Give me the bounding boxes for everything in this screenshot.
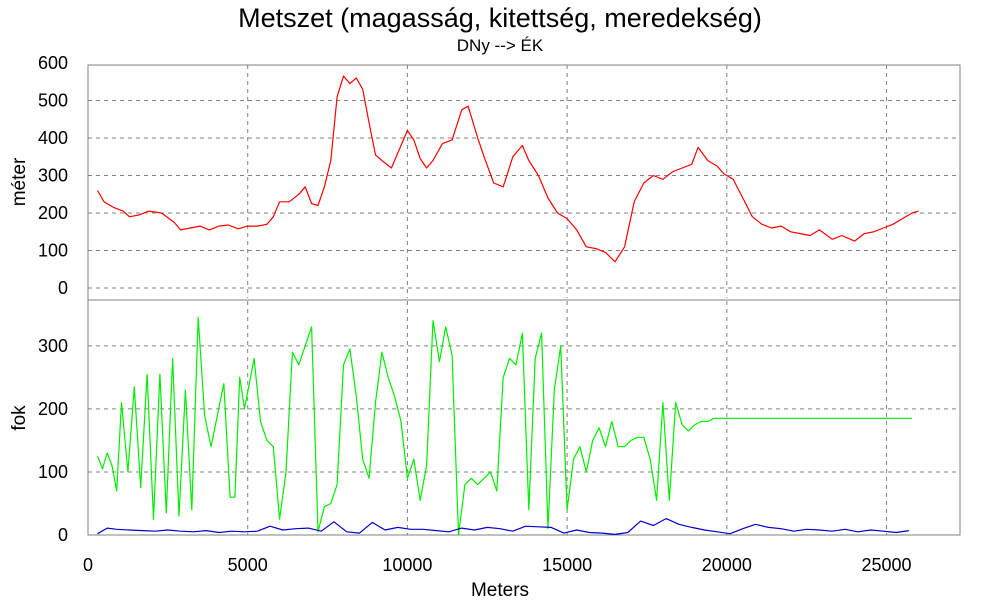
y-tick-label: 200 — [38, 399, 68, 419]
x-ticks: 0 5000 10000 15000 20000 25000 — [83, 555, 912, 575]
y-tick-label: 300 — [38, 166, 68, 186]
y-tick-label: 500 — [38, 91, 68, 111]
x-tick-label: 10000 — [382, 555, 432, 575]
bottom-y-axis-label: fok — [9, 405, 30, 431]
y-tick-label: 100 — [38, 462, 68, 482]
top-y-ticks: 0 100 200 300 400 500 600 — [38, 53, 68, 298]
chart-title: Metszet (magasság, kitettség, meredekség… — [238, 3, 762, 33]
x-axis-label: Meters — [471, 580, 529, 601]
top-panel-series — [97, 75, 919, 263]
x-tick-label: 5000 — [228, 555, 268, 575]
y-tick-label: 600 — [38, 53, 68, 73]
chart-subtitle: DNy --> ÉK — [457, 36, 544, 55]
top-y-axis-label: méter — [9, 157, 30, 206]
x-tick-label: 25000 — [862, 555, 912, 575]
y-tick-label: 200 — [38, 203, 68, 223]
bottom-y-ticks: 0 100 200 300 — [38, 336, 68, 545]
x-tick-label: 15000 — [542, 555, 592, 575]
x-tick-label: 0 — [83, 555, 93, 575]
series-line — [97, 75, 919, 263]
y-tick-label: 0 — [58, 278, 68, 298]
series-line — [97, 517, 909, 536]
y-tick-label: 100 — [38, 241, 68, 261]
top-panel-grid — [88, 65, 960, 298]
x-tick-label: 20000 — [702, 555, 752, 575]
y-tick-label: 400 — [38, 128, 68, 148]
y-tick-label: 300 — [38, 336, 68, 356]
series-line — [97, 316, 913, 536]
bottom-panel-series — [97, 316, 913, 536]
y-tick-label: 0 — [58, 525, 68, 545]
